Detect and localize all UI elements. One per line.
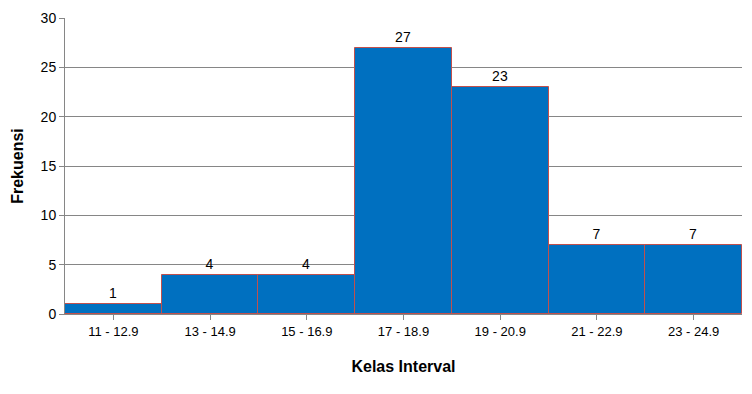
svg-text:4: 4 [302, 256, 310, 272]
svg-text:23 - 24.9: 23 - 24.9 [668, 324, 719, 339]
svg-text:Kelas Interval: Kelas Interval [351, 358, 455, 375]
svg-text:Frekuensi: Frekuensi [9, 128, 26, 204]
svg-text:7: 7 [689, 226, 697, 242]
svg-text:15: 15 [41, 158, 57, 174]
svg-text:17 - 18.9: 17 - 18.9 [378, 324, 429, 339]
svg-text:13 - 14.9: 13 - 14.9 [184, 324, 235, 339]
svg-text:7: 7 [593, 226, 601, 242]
svg-text:15 - 16.9: 15 - 16.9 [281, 324, 332, 339]
svg-text:25: 25 [41, 59, 57, 75]
svg-text:4: 4 [206, 256, 214, 272]
svg-text:27: 27 [395, 29, 411, 45]
svg-text:5: 5 [48, 257, 56, 273]
svg-text:11 - 12.9: 11 - 12.9 [88, 324, 138, 339]
svg-text:30: 30 [41, 10, 57, 26]
svg-text:21 - 22.9: 21 - 22.9 [571, 324, 622, 339]
svg-text:0: 0 [48, 306, 56, 322]
svg-text:19 - 20.9: 19 - 20.9 [475, 324, 526, 339]
svg-text:20: 20 [41, 109, 57, 125]
svg-text:1: 1 [109, 285, 117, 301]
svg-text:23: 23 [492, 68, 508, 84]
svg-text:10: 10 [41, 207, 57, 223]
